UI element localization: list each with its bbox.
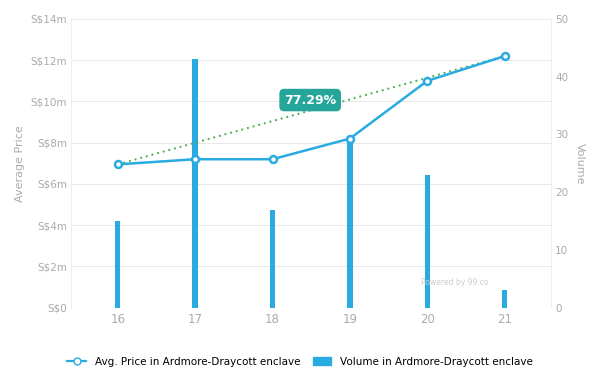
Avg. Price in Ardmore-Draycott enclave	[424, 79, 431, 83]
Y-axis label: Volume: Volume	[575, 142, 585, 184]
Bar	[502, 290, 508, 308]
Y-axis label: Average Price: Average Price	[15, 125, 25, 202]
Avg. Price in Ardmore-Draycott enclave	[269, 157, 276, 162]
Avg. Price in Ardmore-Draycott enclave	[346, 136, 353, 141]
Avg. Price in Ardmore-Draycott enclave	[501, 54, 508, 58]
Avg. Price in Ardmore-Draycott enclave	[114, 162, 121, 166]
Text: 77.29%: 77.29%	[284, 93, 336, 106]
Bar	[425, 175, 430, 308]
Legend: Avg. Price in Ardmore-Draycott enclave, Volume in Ardmore-Draycott enclave: Avg. Price in Ardmore-Draycott enclave, …	[64, 354, 536, 370]
Bar	[270, 210, 275, 308]
Bar	[347, 140, 353, 308]
Line: Avg. Price in Ardmore-Draycott enclave: Avg. Price in Ardmore-Draycott enclave	[114, 53, 508, 168]
Avg. Price in Ardmore-Draycott enclave	[191, 157, 199, 162]
Text: Powered by 99.co: Powered by 99.co	[421, 279, 488, 288]
Bar	[115, 221, 121, 308]
Bar	[193, 59, 198, 308]
